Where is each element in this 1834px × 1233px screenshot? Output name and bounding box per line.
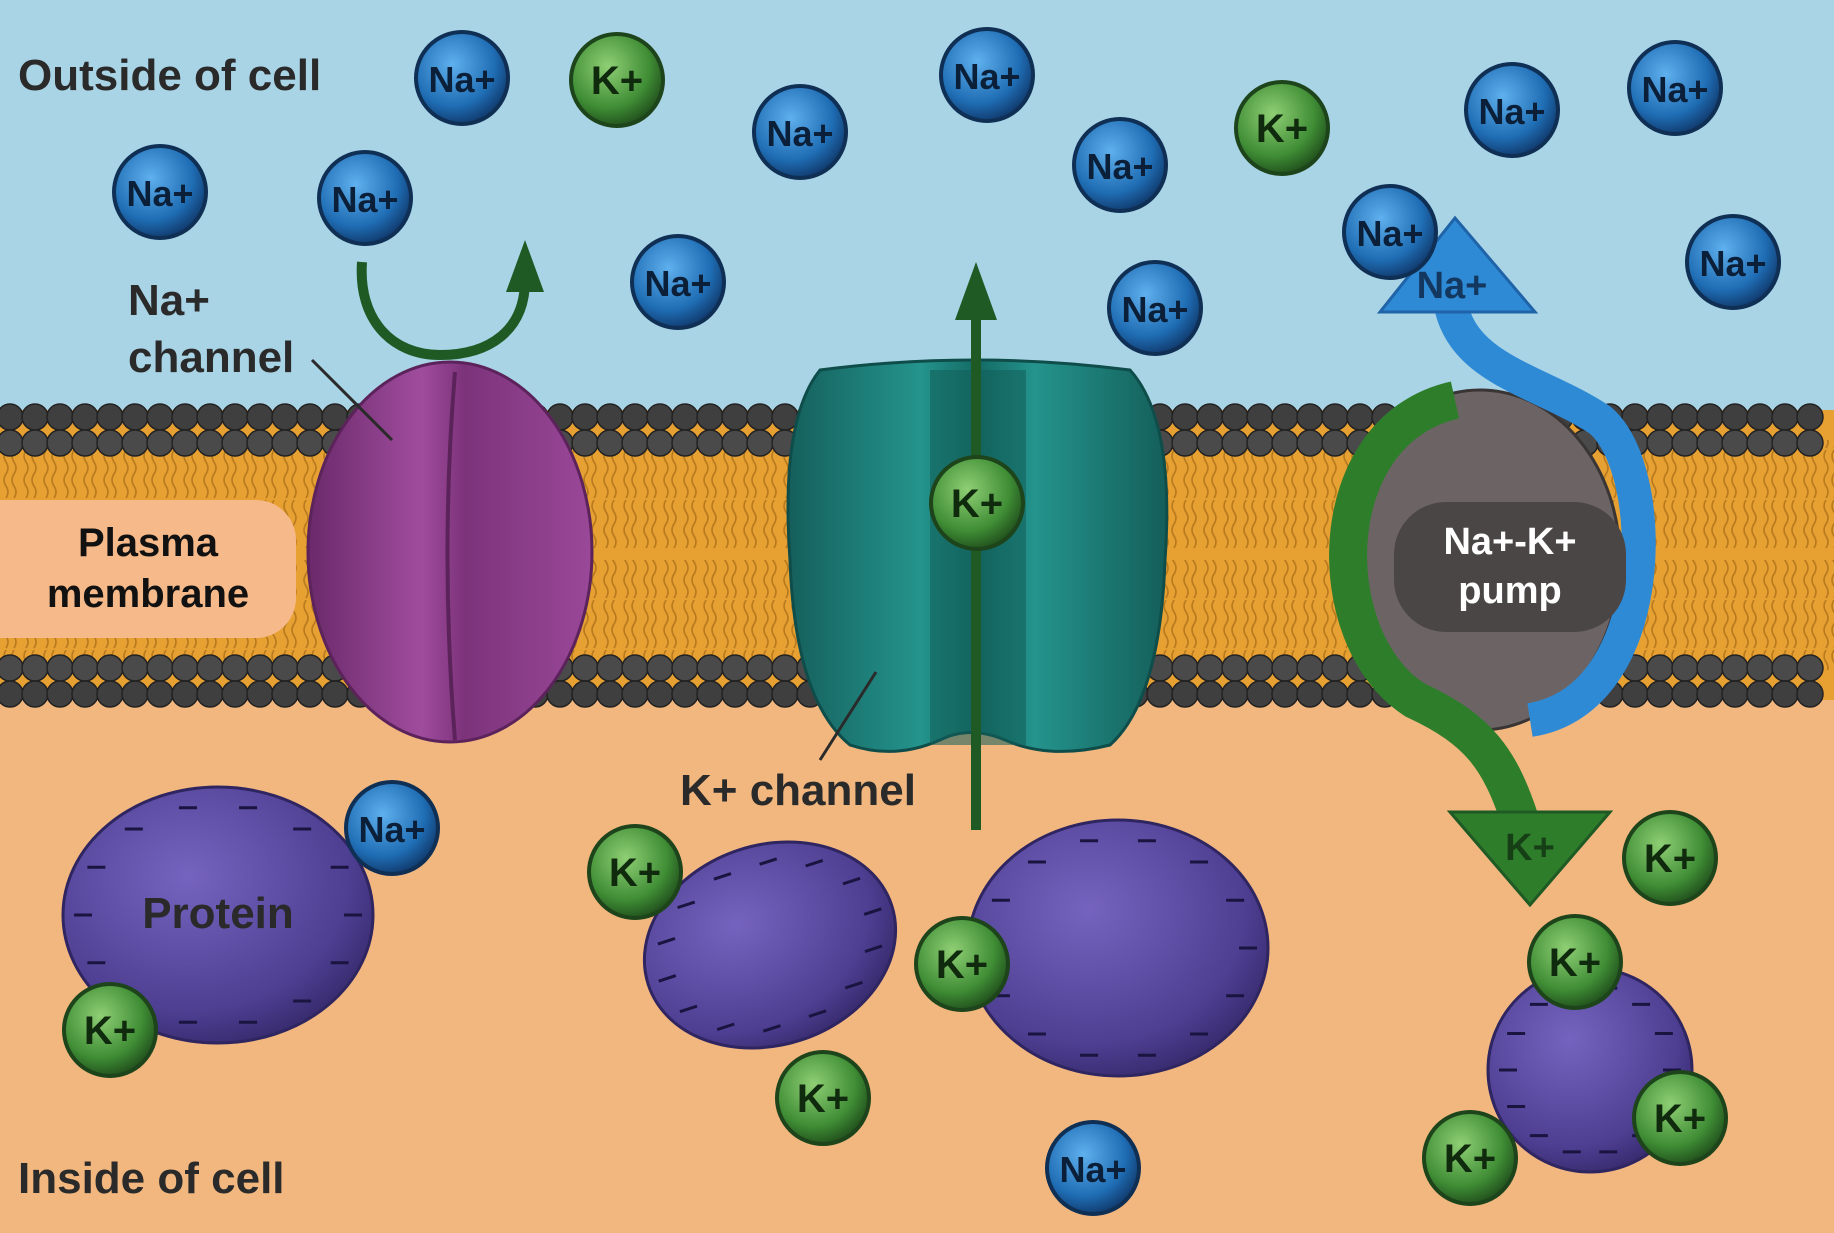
- negative-charge: [658, 974, 677, 983]
- protein-molecule: [61, 785, 375, 1045]
- potassium-ion: K+: [1527, 914, 1623, 1010]
- negative-charge: [759, 857, 778, 866]
- outside-of-cell-label: Outside of cell: [18, 51, 321, 100]
- potassium-ion: K+: [775, 1050, 871, 1146]
- k-channel-leader: [818, 671, 878, 761]
- negative-charge: [657, 937, 676, 946]
- sodium-ion-label: Na+: [953, 56, 1020, 97]
- negative-charge: [844, 980, 863, 990]
- negative-charge: [713, 872, 732, 881]
- potassium-ion: K+: [569, 32, 665, 128]
- pump-k-inflow-arrow: [1329, 381, 1539, 827]
- sodium-ion: Na+: [1072, 117, 1168, 213]
- sodium-ion-label: Na+: [358, 809, 425, 850]
- potassium-ion: K+: [1622, 810, 1718, 906]
- negative-charge: [805, 859, 824, 868]
- sodium-ion: Na+: [112, 144, 208, 240]
- sodium-ion: Na+: [1464, 62, 1560, 158]
- potassium-ion-label: K+: [1549, 941, 1601, 985]
- sodium-ion: Na+: [630, 234, 726, 330]
- negative-charge: [863, 907, 882, 916]
- potassium-ion-label: K+: [951, 482, 1003, 526]
- sodium-ion: Na+: [317, 150, 413, 246]
- na-channel-arrow: [356, 261, 530, 361]
- sodium-ion-label: Na+: [766, 113, 833, 154]
- sodium-ion: Na+: [1342, 184, 1438, 280]
- na-k-pump-label: Na+-K+ pump: [1394, 502, 1626, 632]
- sodium-ion-label: Na+: [1121, 289, 1188, 330]
- sodium-channel: [306, 360, 594, 744]
- sodium-ion: Na+: [1685, 214, 1781, 310]
- sodium-ion-label: Na+: [331, 179, 398, 220]
- sodium-ion-label: Na+: [428, 59, 495, 100]
- protein-label: Protein: [142, 889, 294, 938]
- ion-group: Na+ K+ Na+ Na+ Na+ K+ Na+ Na+ Na+ Na+ Na+ Na+ Na+ Na+…: [62, 27, 1781, 1216]
- na-channel-label-line2: channel: [128, 333, 294, 382]
- potassium-ion-label: K+: [797, 1077, 849, 1121]
- potassium-ion-label: K+: [1654, 1097, 1706, 1141]
- sodium-ion: Na+: [752, 84, 848, 180]
- sodium-ion-label: Na+: [1086, 146, 1153, 187]
- potassium-ion: K+: [1422, 1110, 1518, 1206]
- potassium-ion-label: K+: [1256, 107, 1308, 151]
- negative-charge: [808, 1009, 827, 1018]
- plasma-membrane-line1: Plasma: [77, 520, 219, 565]
- pump-arrow-k-label: K+: [1505, 827, 1555, 869]
- negative-charge: [716, 1022, 735, 1031]
- sodium-ion-label: Na+: [1356, 213, 1423, 254]
- pump-k-arrowhead: [1446, 810, 1614, 908]
- sodium-ion: Na+: [1045, 1120, 1141, 1216]
- potassium-ion-label: K+: [1644, 837, 1696, 881]
- plasma-membrane-line2: membrane: [46, 572, 250, 616]
- na-channel-arrowhead: [506, 240, 544, 292]
- na-channel-leader: [310, 358, 394, 442]
- k-channel-label: K+ channel: [680, 766, 916, 815]
- negative-charge: [762, 1024, 781, 1033]
- pump-label-line1: Na+-K+: [1443, 521, 1577, 564]
- plasma-membrane-label: Plasma membrane: [0, 500, 296, 638]
- protein-molecule: [642, 840, 898, 1050]
- sodium-ion-label: Na+: [644, 263, 711, 304]
- negative-charge: [842, 876, 861, 886]
- negative-charge: [679, 1004, 698, 1014]
- sodium-ion: Na+: [1627, 40, 1723, 136]
- inside-of-cell-label: Inside of cell: [18, 1154, 285, 1203]
- sodium-ion: Na+: [344, 780, 440, 876]
- sodium-ion-label: Na+: [1059, 1149, 1126, 1190]
- potassium-ion-label: K+: [609, 851, 661, 895]
- pump-label-line2: pump: [1458, 570, 1562, 612]
- protein-group: [61, 785, 1694, 1174]
- pump-arrow-na-label: Na+: [1417, 265, 1488, 307]
- protein-molecule: [966, 818, 1270, 1078]
- sodium-ion-label: Na+: [1699, 243, 1766, 284]
- sodium-ion-label: Na+: [1641, 69, 1708, 110]
- potassium-ion-label: K+: [591, 59, 643, 103]
- negative-charge: [677, 900, 696, 910]
- potassium-ion: K+: [914, 916, 1010, 1012]
- pump-na-outflow-arrow: [1433, 296, 1656, 737]
- potassium-ion-label: K+: [84, 1009, 136, 1053]
- na-channel-label-line1: Na+: [128, 276, 210, 325]
- potassium-ion-label: K+: [1444, 1137, 1496, 1181]
- sodium-ion-label: Na+: [126, 173, 193, 214]
- potassium-ion-label: K+: [936, 943, 988, 987]
- sodium-ion: Na+: [939, 27, 1035, 123]
- sodium-ion: Na+: [414, 30, 510, 126]
- potassium-ion: K+: [929, 455, 1025, 551]
- k-channel-arrowhead: [955, 262, 997, 320]
- potassium-ion: K+: [62, 982, 158, 1078]
- sodium-ion: Na+: [1107, 260, 1203, 356]
- potassium-ion: K+: [587, 824, 683, 920]
- potassium-ion: K+: [1632, 1070, 1728, 1166]
- negative-charge: [864, 944, 883, 953]
- potassium-ion: K+: [1234, 80, 1330, 176]
- sodium-ion-label: Na+: [1478, 91, 1545, 132]
